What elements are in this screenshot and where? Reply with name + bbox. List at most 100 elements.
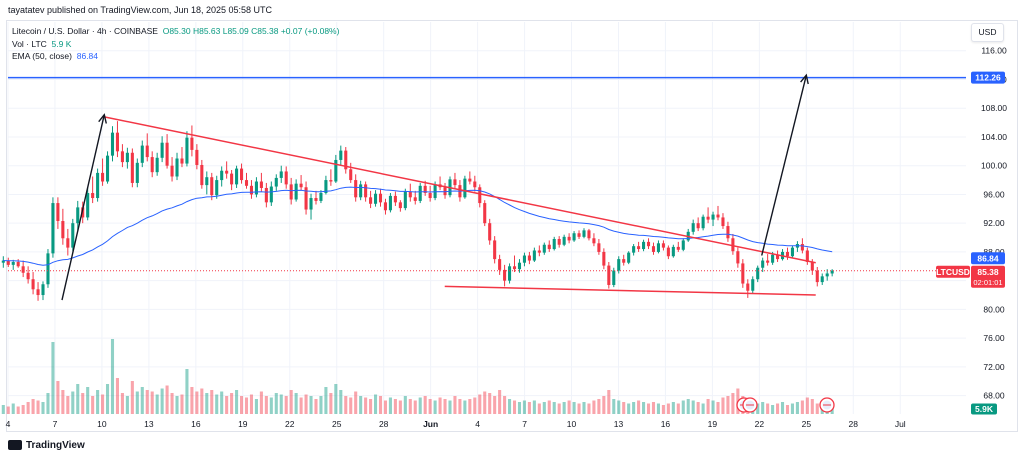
candle-body: [61, 221, 65, 239]
candle: [646, 238, 651, 250]
time-tick-label: 10: [97, 419, 107, 429]
candle: [463, 175, 467, 199]
candle-body: [110, 132, 115, 156]
candle: [61, 208, 65, 245]
currency-button[interactable]: USD: [971, 23, 1004, 42]
symbol-tag-bg: [936, 265, 970, 278]
time-tick-label: 19: [238, 419, 248, 429]
volume-bar: [51, 342, 55, 414]
volume-bar: [651, 402, 656, 414]
volume-bar: [393, 399, 397, 414]
candle-body: [175, 158, 179, 177]
candle-body: [830, 270, 834, 274]
time-tick-label: 16: [661, 419, 671, 429]
volume-bar: [284, 396, 288, 414]
candle-body: [374, 193, 378, 204]
volume-bar: [527, 402, 531, 414]
volume-tag: 5.9K: [971, 403, 997, 415]
candle: [512, 255, 517, 273]
candle: [607, 261, 611, 289]
volume-bar: [230, 393, 234, 414]
volume-bar: [135, 391, 139, 414]
candle-body: [820, 276, 824, 283]
candle: [165, 134, 169, 169]
publish-bar: tayatatev published on TradingView.com, …: [0, 0, 1024, 20]
candle: [200, 159, 204, 189]
candle: [701, 214, 705, 231]
candle: [473, 175, 477, 192]
candle-body: [249, 185, 254, 195]
price-tick-label: 76.00: [983, 333, 1005, 343]
price-tick-label: 104.00: [981, 132, 1007, 142]
publish-note: tayatatev published on TradingView.com, …: [8, 5, 273, 15]
volume-bar: [617, 400, 621, 414]
volume-bar: [349, 397, 353, 414]
volume-bar: [776, 403, 780, 414]
time-tick-label: 19: [708, 419, 718, 429]
candle: [582, 228, 586, 239]
upper-trendline: [104, 116, 816, 264]
volume-bar: [165, 385, 169, 414]
volume-bar: [205, 393, 209, 414]
candle: [815, 267, 819, 287]
volume-bar: [289, 390, 293, 414]
candle-body: [746, 283, 750, 291]
candle-body: [617, 259, 621, 271]
lower-trendline: [444, 285, 816, 296]
candle: [413, 190, 417, 205]
candle: [746, 279, 750, 298]
volume-bar: [766, 403, 770, 414]
candle-body: [532, 250, 536, 261]
volume-bar: [711, 400, 715, 414]
volume-bar: [701, 403, 705, 414]
candle: [547, 240, 551, 252]
candle-body: [279, 171, 283, 178]
candle-body: [135, 162, 139, 183]
candle-body: [299, 183, 303, 188]
candle: [195, 144, 199, 170]
volume-bar: [602, 396, 606, 414]
projection-arrow-shaft: [761, 75, 808, 256]
candle-body: [632, 246, 636, 253]
volume-bar: [443, 399, 447, 414]
candle: [105, 151, 110, 184]
volume-bar: [661, 405, 665, 414]
candle: [642, 239, 646, 252]
candle: [686, 228, 690, 242]
volume-bar: [215, 394, 219, 414]
price-tick-label: 116.00: [981, 46, 1007, 56]
candle: [91, 176, 95, 204]
candle-body: [408, 191, 412, 198]
candle: [632, 244, 636, 256]
volume-bar: [1, 405, 5, 414]
volume-value: 5.9 K: [51, 38, 72, 49]
volume-bar: [378, 396, 383, 414]
volume-bar: [780, 402, 785, 414]
tradingview-brand: TradingView: [8, 440, 85, 451]
candle: [170, 157, 174, 182]
price-tick-label: 80.00: [983, 304, 1005, 314]
candle-body: [274, 177, 278, 187]
volume-bar: [359, 396, 363, 414]
candle: [751, 276, 755, 294]
volume-bar: [656, 403, 660, 414]
candle-body: [46, 253, 50, 285]
candle-body: [200, 164, 204, 186]
volume-bar: [150, 391, 154, 414]
time-tick-label: Jul: [895, 419, 906, 429]
volume-bar: [592, 400, 596, 414]
candle: [691, 219, 695, 235]
candle: [344, 147, 348, 174]
candle: [398, 200, 402, 212]
candle-body: [661, 243, 665, 248]
candle: [56, 197, 60, 229]
volume-bar: [795, 402, 799, 414]
time-tick-label: 16: [191, 419, 201, 429]
candle: [527, 251, 531, 265]
volume-bar: [190, 387, 194, 414]
candle-body: [220, 170, 224, 181]
volume-bar: [76, 384, 80, 414]
volume-bar: [771, 405, 775, 414]
volume-bar: [721, 397, 725, 414]
